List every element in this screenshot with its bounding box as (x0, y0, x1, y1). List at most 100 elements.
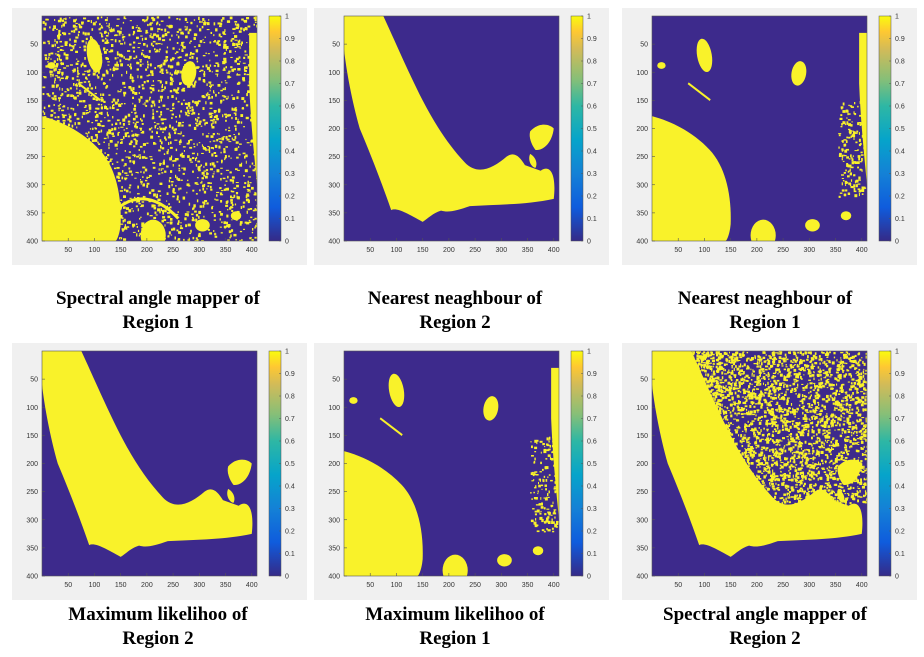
caption-line-1: Spectral angle mapper of (56, 288, 260, 309)
colorbar-tick-label: 0 (285, 574, 289, 581)
caption-nn-region-1: Nearest neaghbour of Region 1 (615, 287, 915, 335)
x-tick-label: 100 (391, 582, 403, 589)
y-tick-label: 200 (328, 126, 340, 133)
colorbar-tick-label: 0.8 (285, 59, 295, 66)
x-tick-label: 400 (246, 582, 258, 589)
colorbar-tick-label: 0.8 (895, 59, 905, 66)
classification-map (652, 32, 867, 241)
y-tick-label: 250 (328, 489, 340, 496)
y-tick-label: 150 (26, 98, 38, 105)
x-tick-label: 350 (830, 582, 842, 589)
colorbar-tick-label: 0.9 (285, 36, 295, 43)
colorbar-tick-label: 0 (285, 239, 289, 246)
x-tick-label: 200 (141, 247, 153, 254)
classification-map (344, 16, 555, 222)
y-tick-label: 300 (26, 182, 38, 189)
colorbar-tick-label: 1 (285, 349, 289, 356)
colorbar-tick-label: 0.8 (285, 394, 295, 401)
colorbar-tick-label: 0.8 (587, 394, 597, 401)
x-tick-label: 100 (89, 582, 101, 589)
y-tick-label: 250 (26, 154, 38, 161)
y-tick-label: 300 (26, 517, 38, 524)
y-tick-label: 400 (26, 574, 38, 581)
caption-line-1: Nearest neaghbour of (677, 288, 853, 309)
x-tick-label: 350 (220, 582, 232, 589)
y-tick-label: 300 (328, 182, 340, 189)
y-tick-label: 250 (328, 154, 340, 161)
x-tick-label: 250 (167, 247, 179, 254)
figure-panel-sam-region-1: 50 100 150 200 250 300 350 400 50 100 150 200 250 300… (12, 8, 307, 265)
x-tick-label: 150 (115, 582, 127, 589)
colorbar-tick-label: 0.4 (895, 484, 905, 491)
y-tick-label: 150 (328, 98, 340, 105)
y-tick-label: 200 (26, 461, 38, 468)
y-tick-label: 400 (636, 239, 648, 246)
x-tick-label: 150 (417, 582, 429, 589)
y-tick-label: 300 (328, 517, 340, 524)
x-tick-label: 300 (495, 247, 507, 254)
colorbar-tick-label: 0.1 (895, 551, 905, 558)
colorbar-tick-label: 0.9 (587, 36, 597, 43)
y-tick-label: 100 (328, 405, 340, 412)
colorbar-tick-label: 0.5 (285, 461, 295, 468)
caption-line-1: Nearest neaghbour of (367, 288, 543, 309)
figure-panel-nn-region-2: 50 100 150 200 250 300 350 400 50 100 150 200 250 300… (314, 8, 609, 265)
colorbar-tick-label: 0.1 (285, 216, 295, 223)
x-tick-label: 350 (522, 247, 534, 254)
y-tick-label: 100 (26, 405, 38, 412)
caption-ml-region-2: Maximum likelihoo of Region 2 (8, 603, 308, 651)
colorbar-tick-label: 0.3 (895, 171, 905, 178)
caption-sam-region-2: Spectral angle mapper of Region 2 (615, 603, 915, 651)
x-tick-label: 150 (725, 247, 737, 254)
y-tick-label: 50 (30, 377, 38, 384)
caption-line-2: Region 1 (122, 312, 194, 333)
colorbar-tick-label: 0.7 (895, 416, 905, 423)
figure-panel-sam-region-2: 50 100 150 200 250 300 350 400 50 100 150 200 250 300… (622, 343, 917, 600)
colorbar-tick-label: 0.2 (895, 194, 905, 201)
colorbar-tick-label: 0.1 (587, 551, 597, 558)
colorbar-tick-label: 0.5 (895, 126, 905, 133)
colorbar-tick-label: 0.6 (895, 104, 905, 111)
y-tick-label: 400 (328, 239, 340, 246)
colorbar-tick-label: 0.4 (587, 149, 597, 156)
y-tick-label: 150 (636, 433, 648, 440)
colorbar-tick-label: 0.5 (285, 126, 295, 133)
y-tick-label: 150 (328, 433, 340, 440)
colorbar-tick-label: 0.7 (895, 81, 905, 88)
x-tick-label: 100 (699, 582, 711, 589)
colorbar-tick-label: 0 (895, 239, 899, 246)
x-tick-label: 400 (548, 247, 560, 254)
x-tick-label: 350 (220, 247, 232, 254)
colorbar-tick-label: 0.5 (587, 461, 597, 468)
colorbar-tick-label: 0.5 (587, 126, 597, 133)
colorbar-tick-label: 0.9 (587, 371, 597, 378)
colorbar-tick-label: 0.2 (285, 529, 295, 536)
x-tick-label: 50 (366, 582, 374, 589)
y-tick-label: 300 (636, 182, 648, 189)
x-tick-label: 50 (674, 247, 682, 254)
colorbar-tick-label: 0 (587, 239, 591, 246)
colorbar-tick-label: 0.4 (587, 484, 597, 491)
x-tick-label: 400 (856, 582, 868, 589)
x-tick-label: 400 (548, 582, 560, 589)
x-tick-label: 250 (167, 582, 179, 589)
y-tick-label: 50 (332, 377, 340, 384)
colorbar-tick-label: 0.3 (285, 171, 295, 178)
colorbar-tick-label: 0.3 (587, 506, 597, 513)
colorbar-tick-label: 0 (587, 574, 591, 581)
y-tick-label: 150 (26, 433, 38, 440)
y-tick-label: 250 (26, 489, 38, 496)
y-tick-label: 350 (636, 210, 648, 217)
colorbar-tick-label: 0.1 (895, 216, 905, 223)
y-tick-label: 100 (636, 405, 648, 412)
y-tick-label: 100 (26, 70, 38, 77)
caption-line-1: Maximum likelihoo of (365, 604, 545, 625)
x-tick-label: 150 (115, 247, 127, 254)
colorbar-tick-label: 1 (587, 349, 591, 356)
colorbar-tick-label: 0.6 (285, 439, 295, 446)
x-tick-label: 50 (64, 582, 72, 589)
colorbar-tick-label: 1 (285, 14, 289, 21)
caption-nn-region-2: Nearest neaghbour of Region 2 (305, 287, 605, 335)
x-tick-label: 50 (366, 247, 374, 254)
x-tick-label: 400 (856, 247, 868, 254)
